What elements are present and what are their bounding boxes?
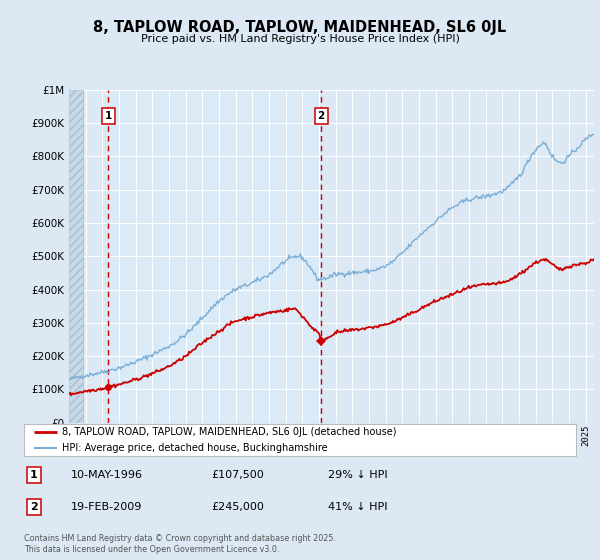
Text: Price paid vs. HM Land Registry's House Price Index (HPI): Price paid vs. HM Land Registry's House … bbox=[140, 34, 460, 44]
Text: 1: 1 bbox=[105, 111, 112, 122]
Text: 8, TAPLOW ROAD, TAPLOW, MAIDENHEAD, SL6 0JL: 8, TAPLOW ROAD, TAPLOW, MAIDENHEAD, SL6 … bbox=[94, 20, 506, 35]
Text: 41% ↓ HPI: 41% ↓ HPI bbox=[328, 502, 387, 512]
Text: £107,500: £107,500 bbox=[212, 470, 265, 480]
Text: HPI: Average price, detached house, Buckinghamshire: HPI: Average price, detached house, Buck… bbox=[62, 444, 327, 453]
Text: £245,000: £245,000 bbox=[212, 502, 265, 512]
Text: 29% ↓ HPI: 29% ↓ HPI bbox=[328, 470, 387, 480]
Bar bbox=[69, 90, 83, 423]
Text: 8, TAPLOW ROAD, TAPLOW, MAIDENHEAD, SL6 0JL (detached house): 8, TAPLOW ROAD, TAPLOW, MAIDENHEAD, SL6 … bbox=[62, 427, 396, 437]
Text: 10-MAY-1996: 10-MAY-1996 bbox=[71, 470, 143, 480]
Text: Contains HM Land Registry data © Crown copyright and database right 2025.
This d: Contains HM Land Registry data © Crown c… bbox=[24, 534, 336, 554]
Text: 1: 1 bbox=[30, 470, 38, 480]
Bar bbox=[109, 90, 321, 423]
Text: 2: 2 bbox=[30, 502, 38, 512]
Text: 19-FEB-2009: 19-FEB-2009 bbox=[71, 502, 142, 512]
Text: 2: 2 bbox=[317, 111, 325, 122]
